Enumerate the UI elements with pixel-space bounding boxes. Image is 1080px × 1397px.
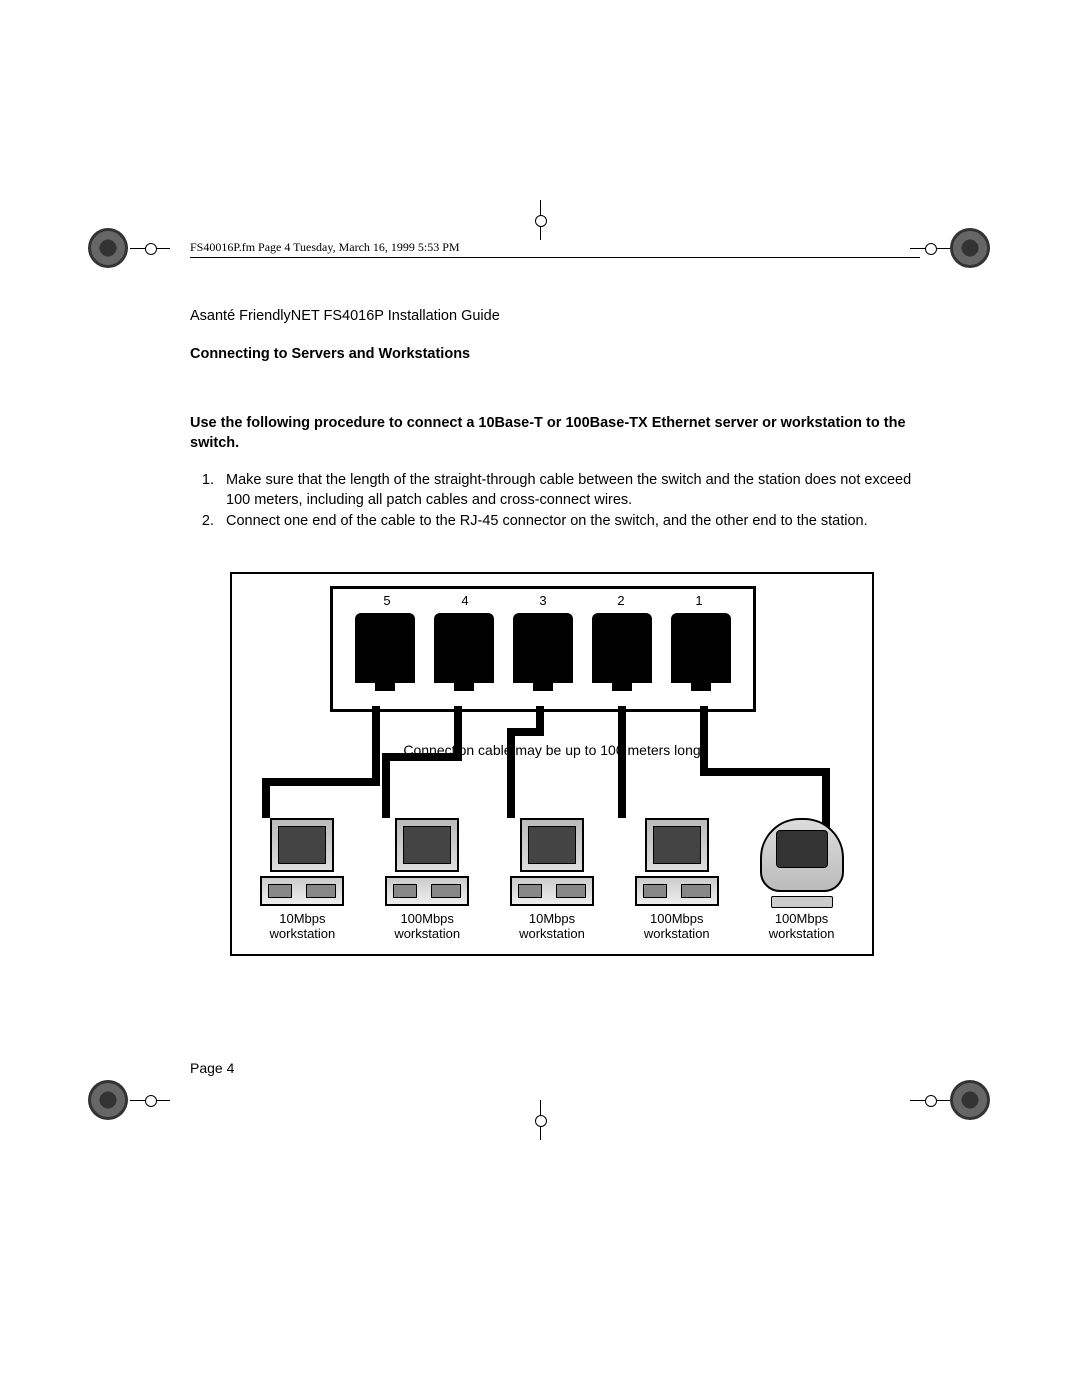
pc-icon <box>507 818 597 908</box>
procedure-step: Make sure that the length of the straigh… <box>218 471 920 510</box>
rj45-port-icon <box>592 613 652 683</box>
workstation-label: 100Mbpsworkstation <box>747 912 857 942</box>
pc-icon <box>632 818 722 908</box>
cable-icon <box>700 768 830 776</box>
registration-mark <box>950 1080 990 1120</box>
crop-mark <box>520 1100 560 1140</box>
crop-mark <box>130 1080 170 1120</box>
section-heading: Connecting to Servers and Workstations <box>190 346 920 362</box>
crop-mark <box>910 1080 950 1120</box>
switch-device: 5 4 3 2 1 <box>330 586 756 712</box>
port-label: 1 <box>695 593 702 608</box>
connection-diagram: 5 4 3 2 1 Connect <box>230 572 874 956</box>
intro-paragraph: Use the following procedure to connect a… <box>190 414 920 453</box>
crop-mark <box>130 228 170 268</box>
rj45-port-icon <box>434 613 494 683</box>
document-title: Asanté FriendlyNET FS4016P Installation … <box>190 308 920 324</box>
workstation-label: 100Mbpsworkstation <box>372 912 482 942</box>
procedure-list: Make sure that the length of the straigh… <box>190 471 920 532</box>
registration-mark <box>88 228 128 268</box>
workstation: 10Mbpsworkstation <box>497 818 607 942</box>
workstation: 100Mbpsworkstation <box>747 818 857 942</box>
port-label-row: 5 4 3 2 1 <box>333 593 753 608</box>
cable-icon <box>700 706 708 776</box>
imac-icon <box>757 818 847 908</box>
workstation-row: 10Mbpsworkstation 100Mbpsworkstation 10M… <box>232 818 872 942</box>
registration-mark <box>950 228 990 268</box>
workstation: 10Mbpsworkstation <box>247 818 357 942</box>
page-content: FS40016P.fm Page 4 Tuesday, March 16, 19… <box>190 240 920 956</box>
rj45-port-icon <box>355 613 415 683</box>
pc-icon <box>382 818 472 908</box>
workstation-label: 100Mbpsworkstation <box>622 912 732 942</box>
workstation: 100Mbpsworkstation <box>622 818 732 942</box>
page-number: Page 4 <box>190 1060 234 1076</box>
port-label: 5 <box>383 593 390 608</box>
rj45-port-icon <box>671 613 731 683</box>
port-label: 3 <box>539 593 546 608</box>
procedure-step: Connect one end of the cable to the RJ-4… <box>218 512 920 532</box>
registration-mark <box>88 1080 128 1120</box>
crop-mark <box>520 200 560 240</box>
port-label: 4 <box>461 593 468 608</box>
cable-icon <box>262 778 270 818</box>
workstation-label: 10Mbpsworkstation <box>497 912 607 942</box>
framemaker-header: FS40016P.fm Page 4 Tuesday, March 16, 19… <box>190 240 920 258</box>
cable-icon <box>262 778 380 786</box>
pc-icon <box>257 818 347 908</box>
cable-icon <box>382 753 390 818</box>
rj45-port-icon <box>513 613 573 683</box>
workstation: 100Mbpsworkstation <box>372 818 482 942</box>
port-label: 2 <box>617 593 624 608</box>
workstation-label: 10Mbpsworkstation <box>247 912 357 942</box>
cable-icon <box>618 706 626 818</box>
cable-length-note: Connection cable may be up to 100 meters… <box>232 742 872 758</box>
port-row <box>345 613 741 683</box>
